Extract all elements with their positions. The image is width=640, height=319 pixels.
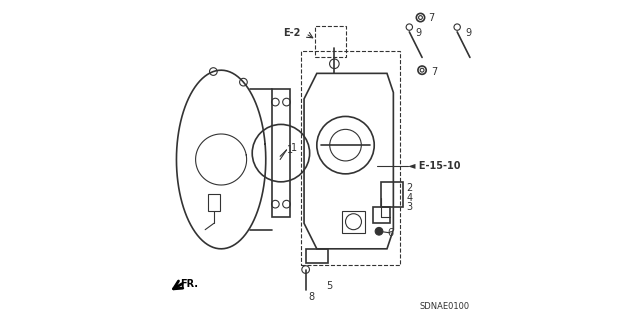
Text: 8: 8 — [308, 292, 314, 302]
Text: 3: 3 — [406, 202, 412, 212]
Text: 2: 2 — [406, 183, 412, 193]
Text: 1: 1 — [291, 143, 297, 153]
Text: 5: 5 — [326, 280, 333, 291]
Text: 4: 4 — [406, 193, 412, 203]
Text: E-2: E-2 — [284, 28, 301, 39]
Text: 1: 1 — [287, 145, 292, 155]
Text: 9: 9 — [416, 28, 422, 39]
Text: FR.: FR. — [180, 279, 198, 289]
Text: 7: 7 — [428, 12, 435, 23]
Text: 6: 6 — [387, 228, 393, 238]
Circle shape — [375, 227, 383, 235]
Text: 7: 7 — [431, 67, 438, 77]
Text: 9: 9 — [465, 28, 471, 39]
Text: SDNAE0100: SDNAE0100 — [420, 302, 470, 311]
Text: ◄ E-15-10: ◄ E-15-10 — [408, 161, 460, 171]
